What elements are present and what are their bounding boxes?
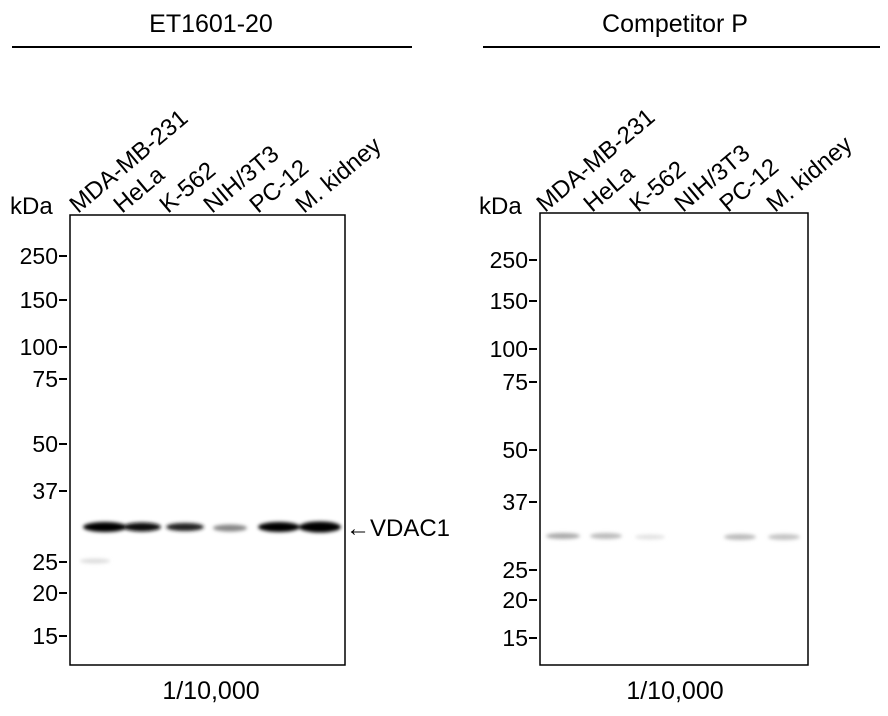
bands [80, 521, 341, 564]
marker-label: 37 [32, 478, 58, 504]
band [166, 523, 204, 531]
band [724, 534, 756, 540]
marker-label: 150 [20, 287, 58, 313]
marker-label: 75 [502, 369, 528, 395]
marker-label: 25 [502, 557, 528, 583]
band [258, 522, 300, 532]
marker-label: 15 [32, 623, 58, 649]
panel-title: ET1601-20 [149, 10, 273, 38]
band [213, 524, 247, 532]
marker-label: 100 [20, 334, 58, 360]
marker-label: 250 [490, 247, 528, 273]
kda-label: kDa [479, 193, 522, 220]
band [768, 534, 800, 540]
band [299, 521, 341, 533]
bands [546, 533, 800, 540]
band [83, 522, 127, 532]
marker-label: 37 [502, 489, 528, 515]
marker-label: 50 [502, 437, 528, 463]
panel-title: Competitor P [602, 10, 748, 38]
marker-label: 150 [490, 288, 528, 314]
dilution: 1/10,000 [626, 677, 723, 705]
band [590, 533, 622, 539]
marker-label: 15 [502, 625, 528, 651]
marker-label: 20 [502, 587, 528, 613]
marker-label: 250 [20, 243, 58, 269]
band [123, 522, 161, 532]
marker-label: 75 [32, 366, 58, 392]
marker-label: 50 [32, 431, 58, 457]
marker-label: 100 [490, 336, 528, 362]
marker-label: 20 [32, 580, 58, 606]
band [546, 533, 580, 539]
marker-label: 25 [32, 549, 58, 575]
blot-frame [539, 212, 809, 666]
dilution: 1/10,000 [162, 677, 259, 705]
kda-label: kDa [10, 193, 53, 220]
band-annotation: ←VDAC1 [346, 515, 450, 542]
band [635, 534, 665, 540]
blot-frame [69, 214, 346, 666]
band [80, 558, 110, 564]
